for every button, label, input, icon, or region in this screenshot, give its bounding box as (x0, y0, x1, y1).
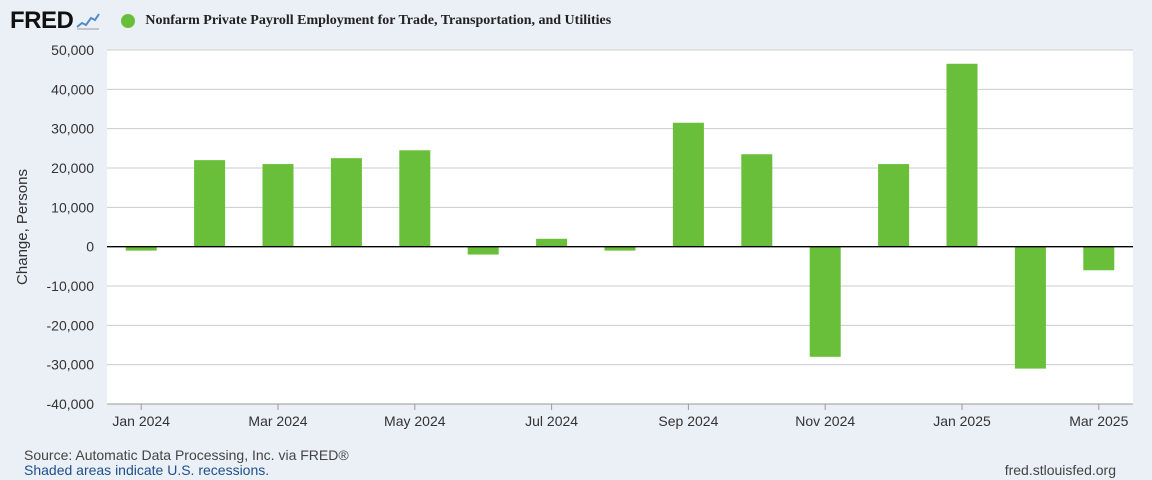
bar-aug-2024[interactable] (604, 246, 636, 251)
bar-jan-2025[interactable] (946, 63, 978, 247)
bar-dec-2024[interactable] (878, 164, 910, 247)
recession-note[interactable]: Shaded areas indicate U.S. recessions. (24, 462, 270, 478)
y-tick-label: 40,000 (51, 81, 94, 97)
bar-feb-2024[interactable] (194, 160, 226, 247)
source-note: Source: Automatic Data Processing, Inc. … (24, 447, 349, 463)
bar-chart: 50,000 40,000 30,000 20,000 10,000 0 -10,000 -2… (14, 42, 1133, 429)
bar-jan-2024[interactable] (125, 246, 157, 251)
y-tick-label: 30,000 (51, 121, 94, 137)
x-tick-label: Mar 2025 (1069, 413, 1128, 429)
y-tick-label: 0 (86, 239, 94, 255)
y-axis-label: Change, Persons (14, 169, 31, 285)
site-url[interactable]: fred.stlouisfed.org (1004, 462, 1116, 478)
y-tick-label: -30,000 (47, 357, 95, 373)
chart-title: Nonfarm Private Payroll Employment for T… (145, 13, 612, 28)
fred-logo-graph-icon (75, 13, 101, 30)
bar-apr-2024[interactable] (330, 158, 362, 247)
fred-logo[interactable]: FRED (10, 7, 74, 34)
y-tick-label: 50,000 (51, 42, 94, 58)
legend-series-dot (121, 14, 136, 28)
bar-nov-2024[interactable] (809, 246, 841, 357)
x-tick-label: Sep 2024 (658, 413, 718, 429)
bar-jul-2024[interactable] (536, 238, 568, 247)
x-tick-label: Mar 2024 (248, 413, 307, 429)
bar-oct-2024[interactable] (741, 154, 773, 247)
x-tick-label: Jul 2024 (525, 413, 578, 429)
y-tick-label: 10,000 (51, 199, 94, 215)
y-tick-label: 20,000 (51, 160, 94, 176)
x-tick-label: May 2024 (384, 413, 446, 429)
y-tick-label: -10,000 (47, 278, 95, 294)
chart-header: FRED Nonfarm Private Payroll Employment … (10, 6, 611, 36)
bar-mar-2025[interactable] (1083, 246, 1115, 271)
bar-feb-2025[interactable] (1014, 246, 1046, 369)
plot-area (107, 50, 1133, 404)
bar-sep-2024[interactable] (672, 122, 704, 247)
bar-mar-2024[interactable] (262, 164, 294, 247)
bar-may-2024[interactable] (399, 150, 431, 247)
x-tick-label: Nov 2024 (795, 413, 855, 429)
y-tick-label: -40,000 (47, 396, 95, 412)
x-tick-label: Jan 2024 (112, 413, 170, 429)
bar-jun-2024[interactable] (467, 246, 499, 255)
x-tick-label: Jan 2025 (933, 413, 991, 429)
y-tick-label: -20,000 (47, 317, 95, 333)
